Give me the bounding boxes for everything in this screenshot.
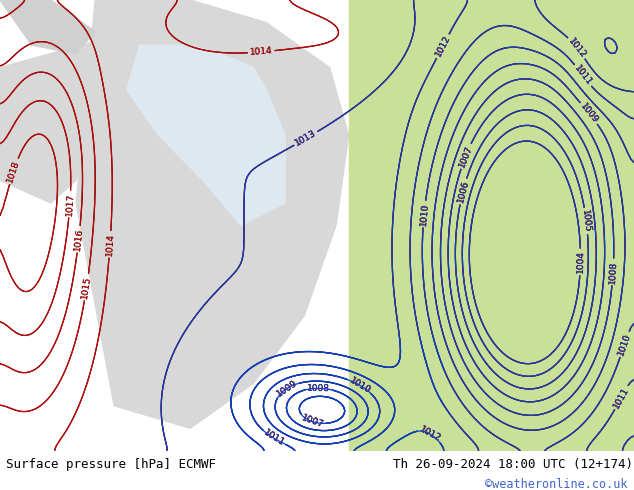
Text: 1012: 1012: [434, 34, 452, 58]
Polygon shape: [349, 0, 634, 451]
Text: 1014: 1014: [105, 233, 115, 256]
Text: 1015: 1015: [81, 275, 93, 299]
Text: 1011: 1011: [262, 428, 286, 448]
Point: [0, 447, 5, 455]
Polygon shape: [76, 0, 349, 428]
Text: 1012: 1012: [434, 34, 452, 58]
Text: 1011: 1011: [572, 64, 593, 87]
Text: 1016: 1016: [73, 227, 84, 251]
Text: 1013: 1013: [294, 129, 318, 148]
Polygon shape: [0, 0, 95, 54]
Point: [0, 447, 5, 455]
Text: 1005: 1005: [580, 209, 592, 233]
Text: 1010: 1010: [418, 202, 430, 226]
Text: 1010: 1010: [418, 202, 430, 226]
Text: 1014: 1014: [105, 233, 115, 256]
Text: 1008: 1008: [608, 260, 618, 284]
Text: 1017: 1017: [65, 192, 75, 216]
Text: 1009: 1009: [578, 101, 600, 125]
Point: [0, 447, 5, 455]
Text: 1009: 1009: [578, 101, 600, 125]
Text: 1009: 1009: [578, 101, 600, 125]
Text: 1005: 1005: [580, 209, 592, 233]
Text: 1005: 1005: [580, 209, 592, 233]
Text: 1012: 1012: [418, 425, 443, 443]
Text: 1006: 1006: [456, 179, 470, 204]
Text: 1011: 1011: [262, 428, 286, 448]
Point: [0, 447, 5, 455]
Text: 1011: 1011: [612, 385, 631, 410]
Text: 1013: 1013: [294, 129, 318, 148]
Text: 1010: 1010: [348, 376, 372, 395]
Text: 1004: 1004: [576, 250, 585, 273]
Point: [0, 447, 5, 455]
Text: 1008: 1008: [307, 384, 330, 393]
Text: 1009: 1009: [275, 378, 299, 399]
Polygon shape: [0, 36, 114, 203]
Text: 1008: 1008: [307, 384, 330, 393]
Text: 1012: 1012: [566, 36, 588, 60]
Text: 1006: 1006: [456, 179, 470, 204]
Text: 1010: 1010: [616, 332, 633, 357]
Text: 1008: 1008: [608, 260, 618, 284]
Text: 1007: 1007: [300, 414, 325, 430]
Text: 1007: 1007: [300, 414, 325, 430]
Text: 1011: 1011: [572, 64, 593, 87]
Text: Surface pressure [hPa] ECMWF: Surface pressure [hPa] ECMWF: [6, 458, 216, 471]
Text: 1004: 1004: [576, 250, 585, 273]
Text: 1016: 1016: [73, 227, 84, 251]
Text: 1014: 1014: [250, 47, 273, 57]
Text: 1010: 1010: [348, 376, 372, 395]
Text: 1008: 1008: [307, 384, 330, 393]
Text: 1007: 1007: [457, 144, 474, 169]
Point: [0, 447, 5, 455]
Text: 1007: 1007: [300, 414, 325, 430]
Text: 1009: 1009: [275, 378, 299, 399]
Text: 1007: 1007: [457, 144, 474, 169]
Text: 1010: 1010: [616, 332, 633, 357]
Text: ©weatheronline.co.uk: ©weatheronline.co.uk: [485, 478, 628, 490]
Text: 1012: 1012: [566, 36, 588, 60]
Text: 1015: 1015: [81, 275, 93, 299]
Text: 1011: 1011: [612, 385, 631, 410]
Text: 1007: 1007: [457, 144, 474, 169]
Text: 1012: 1012: [418, 425, 443, 443]
Text: 1004: 1004: [576, 250, 585, 273]
Text: 1009: 1009: [275, 378, 299, 399]
Text: 1010: 1010: [348, 376, 372, 395]
Point: [0, 447, 5, 455]
Text: 1011: 1011: [612, 385, 631, 410]
Point: [0, 447, 5, 455]
Text: 1008: 1008: [608, 260, 618, 284]
Polygon shape: [127, 45, 285, 225]
Point: [0, 447, 5, 455]
Text: Th 26-09-2024 18:00 UTC (12+174): Th 26-09-2024 18:00 UTC (12+174): [393, 458, 633, 471]
Text: 1006: 1006: [456, 179, 470, 204]
Text: 1013: 1013: [294, 129, 318, 148]
Text: 1012: 1012: [566, 36, 588, 60]
Text: 1011: 1011: [262, 428, 286, 448]
Point: [0, 447, 5, 455]
Text: 1011: 1011: [572, 64, 593, 87]
Text: 1018: 1018: [6, 159, 22, 184]
Text: 1017: 1017: [65, 192, 75, 216]
Text: 1012: 1012: [434, 34, 452, 58]
Text: 1010: 1010: [418, 202, 430, 226]
Text: 1014: 1014: [250, 47, 273, 57]
Text: 1010: 1010: [616, 332, 633, 357]
Text: 1012: 1012: [418, 425, 443, 443]
Text: 1018: 1018: [6, 159, 22, 184]
